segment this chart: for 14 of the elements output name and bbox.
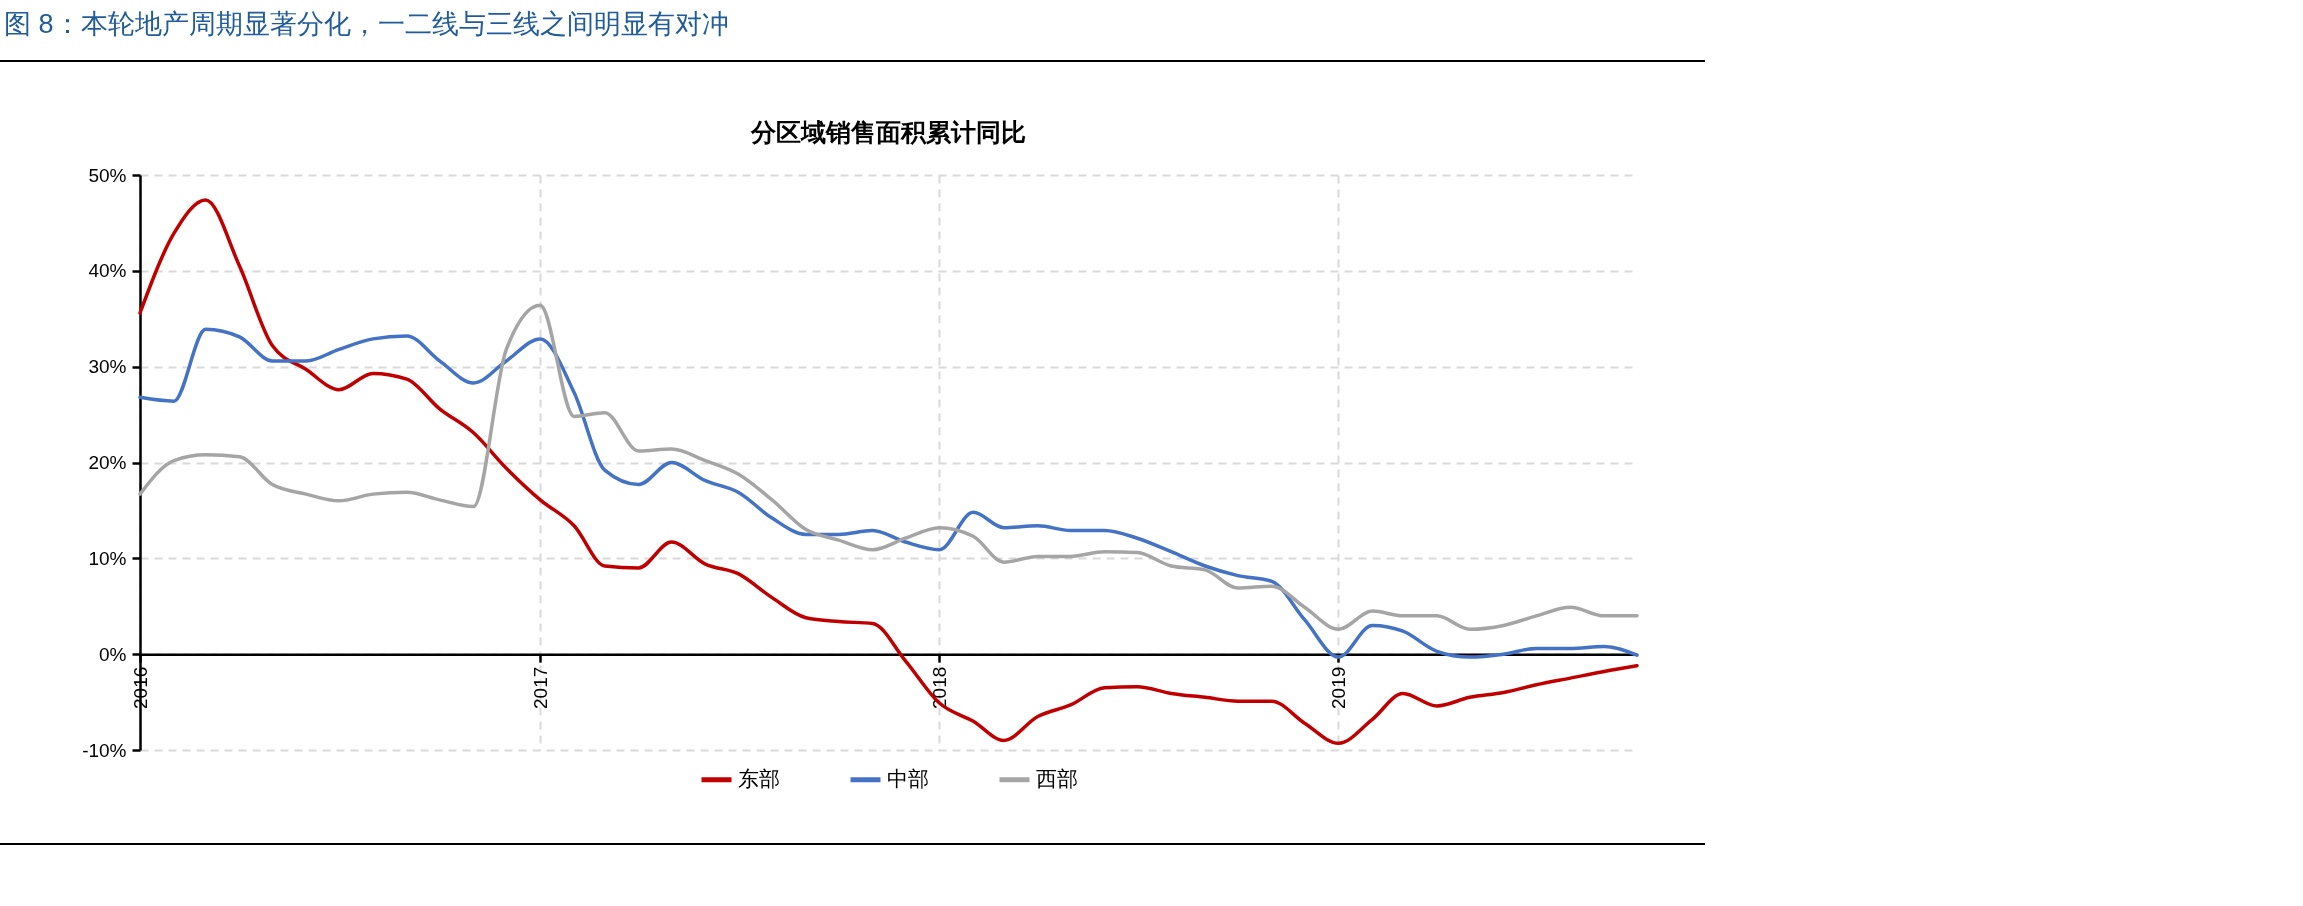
chart-subtitle: 分区域销售面积累计同比: [750, 118, 1026, 146]
legend-label: 中部: [887, 766, 929, 790]
chart-title: 图 8：本轮地产周期显著分化，一二线与三线之间明显有对冲: [4, 8, 729, 41]
legend-label: 西部: [1036, 766, 1078, 790]
y-tick-label: 10%: [88, 547, 127, 569]
y-tick-label: 40%: [88, 260, 127, 282]
y-tick-label: 30%: [88, 356, 127, 378]
y-tick-label: -10%: [82, 739, 127, 761]
y-tick-label: 0%: [99, 643, 127, 665]
x-tick-label: 2019: [1327, 666, 1349, 709]
x-tick-label: 2017: [529, 666, 551, 709]
y-tick-label: 50%: [88, 164, 127, 186]
y-tick-label: 20%: [88, 452, 127, 473]
legend-label: 东部: [738, 766, 780, 790]
